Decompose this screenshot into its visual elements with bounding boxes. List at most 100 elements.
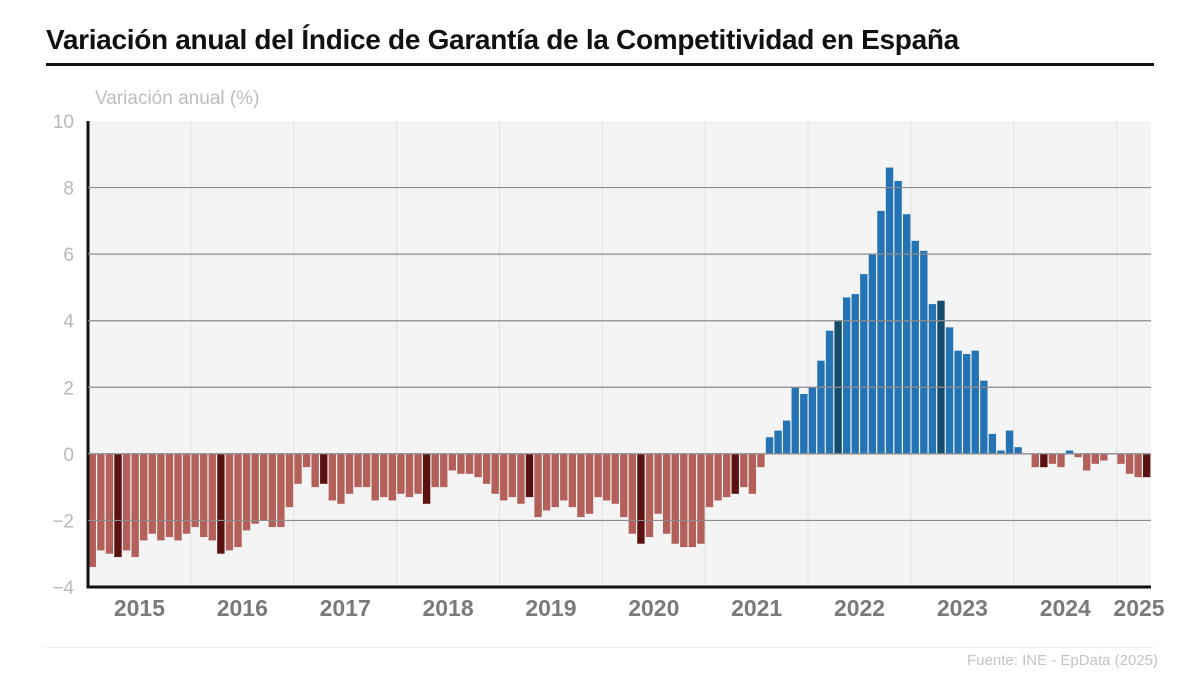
bar <box>491 453 499 494</box>
bar <box>877 210 885 454</box>
bar <box>800 393 808 454</box>
bar <box>405 453 414 498</box>
bar <box>354 453 362 488</box>
bar <box>680 453 688 548</box>
bar <box>302 453 311 468</box>
x-tick-label: 2015 <box>114 595 165 621</box>
bar <box>431 453 439 488</box>
bar <box>568 453 577 508</box>
y-tick-label: 8 <box>63 179 74 200</box>
bar <box>851 294 859 454</box>
bar <box>1091 453 1099 464</box>
bar <box>722 453 731 498</box>
bar <box>620 453 628 518</box>
x-tick-label: 2018 <box>422 595 473 621</box>
x-tick-label: 2022 <box>834 595 885 621</box>
chart-title: Variación anual del Índice de Garantía d… <box>46 24 959 55</box>
bar <box>285 453 294 508</box>
x-tick-label: 2017 <box>320 595 371 621</box>
bar <box>311 453 319 488</box>
bar <box>482 453 491 484</box>
bar <box>225 453 234 551</box>
bar <box>860 274 868 454</box>
bar <box>645 453 654 538</box>
x-tick-label: 2025 <box>1113 595 1164 621</box>
bars <box>88 167 1151 568</box>
bar <box>345 453 354 494</box>
bar <box>388 453 397 501</box>
bar <box>362 453 371 488</box>
bar <box>277 453 285 528</box>
y-axis-label: Variación anual (%) <box>95 88 260 109</box>
x-tick-label: 2024 <box>1040 595 1091 621</box>
bar <box>1040 453 1048 468</box>
bar <box>1014 447 1022 454</box>
bar <box>988 433 997 454</box>
bar <box>268 453 276 528</box>
bar <box>662 453 671 534</box>
bar <box>885 167 894 454</box>
title-underline <box>46 63 1154 66</box>
bar <box>517 453 525 504</box>
bar <box>508 453 517 498</box>
bar <box>817 360 825 454</box>
bar <box>671 453 679 544</box>
bar <box>868 254 877 454</box>
bar <box>474 453 482 478</box>
bar <box>740 453 748 488</box>
footer-divider <box>46 647 1154 648</box>
bar <box>337 453 345 504</box>
bar <box>422 453 431 504</box>
bar <box>397 453 405 494</box>
bar <box>697 453 705 544</box>
bar <box>1057 453 1065 468</box>
bar <box>320 453 328 484</box>
bar <box>371 453 379 501</box>
bar <box>251 453 259 524</box>
bar <box>1134 453 1142 478</box>
y-tick-labels: 10 8 6 4 2 0 −2 −4 <box>52 112 74 599</box>
bar <box>928 304 937 454</box>
bar <box>594 453 602 498</box>
bar <box>182 453 191 534</box>
x-tick-label: 2021 <box>731 595 782 621</box>
bar <box>842 297 851 454</box>
bar <box>1048 453 1057 464</box>
value-gridlines <box>88 186 1151 522</box>
bar <box>88 453 96 568</box>
bar <box>808 387 817 454</box>
x-tick-labels: 2015 2016 2017 2018 2019 2020 2021 2022 2023 2024… <box>114 595 1165 621</box>
year-gridlines <box>190 121 1118 587</box>
bar <box>714 453 722 501</box>
bar <box>1031 453 1039 468</box>
bar <box>440 453 448 488</box>
bar <box>328 453 337 501</box>
x-tick-label: 2020 <box>628 595 679 621</box>
bar <box>140 453 148 541</box>
bar <box>825 330 834 454</box>
x-tick-label: 2019 <box>525 595 576 621</box>
bar <box>105 453 114 554</box>
bar <box>920 250 928 454</box>
bar <box>191 453 199 528</box>
bar <box>1065 450 1074 454</box>
source-note: Fuente: INE - EpData (2025) <box>967 652 1158 669</box>
bar <box>200 453 208 538</box>
bar <box>534 453 542 518</box>
bar <box>971 350 979 454</box>
bar <box>500 453 508 501</box>
bar <box>628 453 637 534</box>
bar <box>1083 453 1091 471</box>
bar <box>114 453 122 558</box>
bar <box>174 453 182 541</box>
bar <box>1074 453 1082 458</box>
bar <box>165 453 174 538</box>
bar <box>945 327 954 454</box>
y-tick-label: 4 <box>63 312 74 333</box>
bar <box>1143 453 1151 478</box>
bar <box>122 453 131 551</box>
bar <box>611 453 619 504</box>
bar <box>774 430 782 454</box>
bar <box>1125 453 1134 474</box>
